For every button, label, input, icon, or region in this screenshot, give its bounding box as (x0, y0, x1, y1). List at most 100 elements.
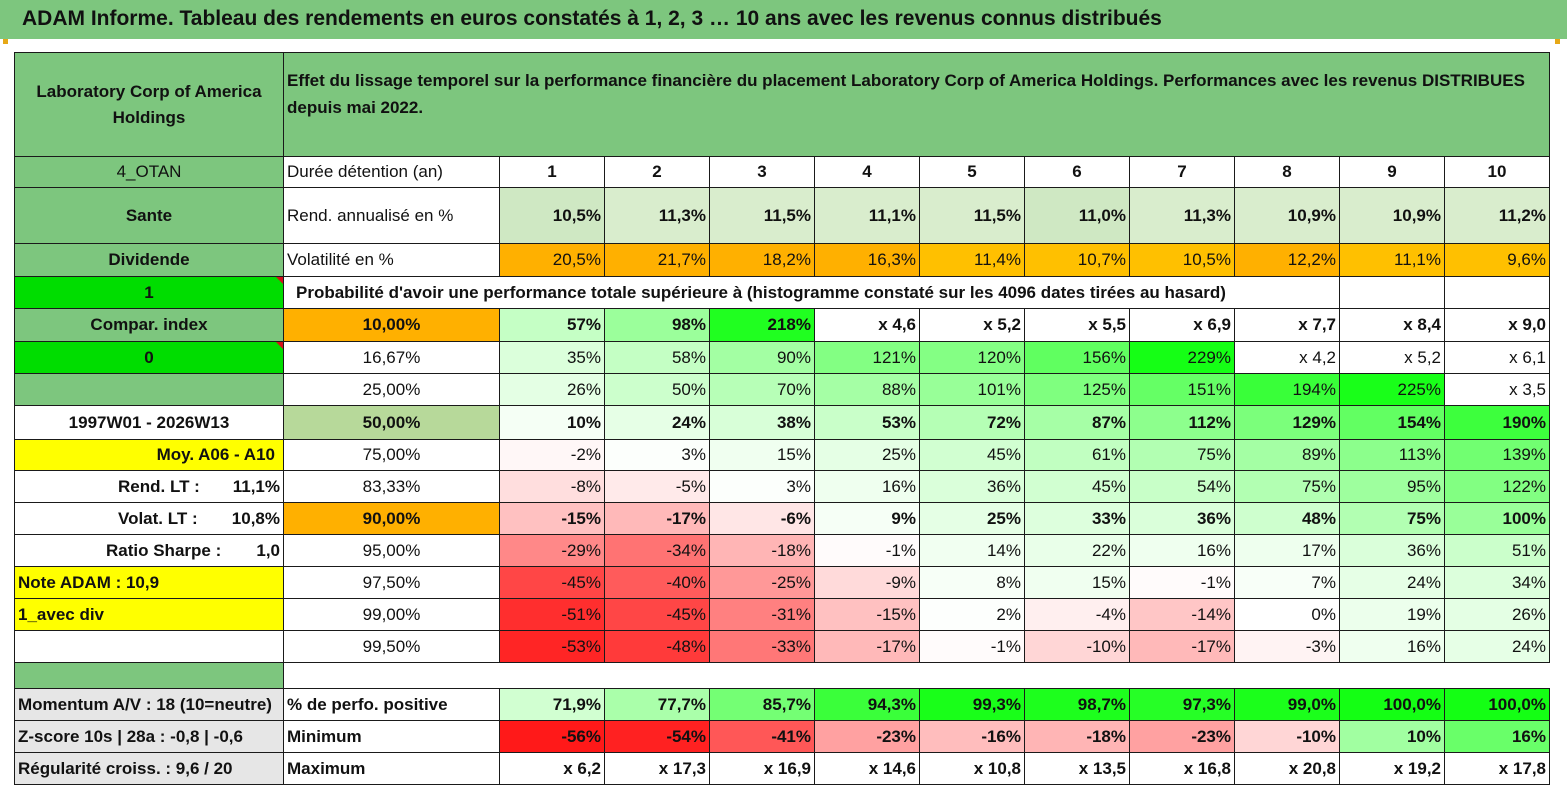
probability-cell: -10% (1024, 630, 1130, 663)
probability-cell: 89% (1234, 439, 1340, 471)
probability-cell: x 5,2 (1339, 341, 1445, 374)
probability-cell: x 8,4 (1339, 308, 1445, 342)
probability-cell: -15% (499, 502, 605, 535)
maximum-cell: x 17,8 (1444, 752, 1550, 785)
note-adam: Note ADAM : 10,9 (14, 566, 284, 599)
return-cell: 10,5% (499, 187, 605, 244)
probability-cell: 61% (1024, 439, 1130, 471)
probability-cell: 125% (1024, 373, 1130, 406)
probability-threshold: 25,00% (283, 373, 500, 406)
probability-label: Probabilité d'avoir une performance tota… (283, 276, 1340, 309)
minimum-cell: -16% (919, 720, 1025, 753)
probability-threshold: 75,00% (283, 439, 500, 471)
probability-cell: 194% (1234, 373, 1340, 406)
probability-cell: x 5,5 (1024, 308, 1130, 342)
minimum-cell: -10% (1234, 720, 1340, 753)
positive-cell: 98,7% (1024, 688, 1130, 721)
probability-cell: -17% (1129, 630, 1235, 663)
probability-cell: 101% (919, 373, 1025, 406)
probability-cell: 50% (604, 373, 710, 406)
probability-cell: 36% (1339, 534, 1445, 567)
probability-cell: 121% (814, 341, 920, 374)
year-header: 8 (1234, 156, 1340, 188)
probability-cell: -5% (604, 470, 710, 503)
title-bar: ADAM Informe. Tableau des rendements en … (0, 0, 1567, 39)
rend-lt-value: 11,1% (232, 476, 280, 496)
flag-one: 1 (14, 276, 284, 309)
probability-cell: 100% (1444, 502, 1550, 535)
probability-cell: 75% (1339, 502, 1445, 535)
probability-cell: x 4,6 (814, 308, 920, 342)
probability-cell: x 3,5 (1444, 373, 1550, 406)
probability-threshold: 95,00% (283, 534, 500, 567)
probability-cell: x 6,1 (1444, 341, 1550, 374)
year-header: 9 (1339, 156, 1445, 188)
maximum-cell: x 14,6 (814, 752, 920, 785)
avec-div-label: 1_avec div (14, 598, 284, 631)
probability-cell: 190% (1444, 405, 1550, 440)
return-cell: 10,9% (1339, 187, 1445, 244)
probability-cell: 9% (814, 502, 920, 535)
probability-cell: 75% (1234, 470, 1340, 503)
probability-cell: -17% (814, 630, 920, 663)
return-cell: 11,0% (1024, 187, 1130, 244)
volatility-cell: 10,5% (1129, 243, 1235, 277)
positive-cell: 97,3% (1129, 688, 1235, 721)
probability-cell: -4% (1024, 598, 1130, 631)
moy-label: Moy. A06 - A10 (14, 439, 284, 471)
probability-cell: 8% (919, 566, 1025, 599)
probability-threshold: 99,50% (283, 630, 500, 663)
probability-cell: 25% (814, 439, 920, 471)
probability-cell: 120% (919, 341, 1025, 374)
probability-cell: -25% (709, 566, 815, 599)
probability-threshold: 99,00% (283, 598, 500, 631)
positive-cell: 77,7% (604, 688, 710, 721)
maximum-label: Maximum (283, 752, 500, 785)
year-header: 3 (709, 156, 815, 188)
probability-cell: 19% (1339, 598, 1445, 631)
probability-cell: -34% (604, 534, 710, 567)
sharpe-value: 1,0 (256, 540, 280, 560)
volatility-cell: 11,4% (919, 243, 1025, 277)
probability-cell: 35% (499, 341, 605, 374)
probability-cell: 14% (919, 534, 1025, 567)
momentum-label: Momentum A/V : 18 (10=neutre) (14, 688, 284, 721)
probability-cell: 70% (709, 373, 815, 406)
probability-cell: -45% (499, 566, 605, 599)
regularite-label: Régularité croiss. : 9,6 / 20 (14, 752, 284, 785)
volatility-cell: 11,1% (1339, 243, 1445, 277)
probability-cell: 3% (709, 470, 815, 503)
probability-threshold: 90,00% (283, 502, 500, 535)
probability-cell: 2% (919, 598, 1025, 631)
rend-lt-label: Rend. LT : (118, 476, 200, 496)
probability-cell: x 4,2 (1234, 341, 1340, 374)
type-label: Dividende (14, 243, 284, 277)
probability-cell: -6% (709, 502, 815, 535)
probability-cell: -48% (604, 630, 710, 663)
maximum-cell: x 10,8 (919, 752, 1025, 785)
corner-marker (1555, 39, 1560, 44)
probability-cell: 45% (919, 439, 1025, 471)
volatility-label: Volatilité en % (283, 243, 500, 277)
probability-cell: 90% (709, 341, 815, 374)
minimum-cell: -54% (604, 720, 710, 753)
probability-cell: 95% (1339, 470, 1445, 503)
probability-cell: -33% (709, 630, 815, 663)
probability-cell: 154% (1339, 405, 1445, 440)
positive-label: % de perfo. positive (283, 688, 500, 721)
probability-cell: 45% (1024, 470, 1130, 503)
blank-green-cell (14, 373, 284, 406)
probability-cell: 26% (499, 373, 605, 406)
probability-threshold: 83,33% (283, 470, 500, 503)
minimum-cell: -23% (1129, 720, 1235, 753)
probability-cell: 139% (1444, 439, 1550, 471)
probability-cell: 75% (1129, 439, 1235, 471)
probability-cell: 16% (814, 470, 920, 503)
maximum-cell: x 17,3 (604, 752, 710, 785)
table-description: Effet du lissage temporel sur la perform… (283, 52, 1550, 157)
positive-cell: 100,0% (1339, 688, 1445, 721)
probability-cell: x 5,2 (919, 308, 1025, 342)
volat-lt-value: 10,8% (231, 508, 280, 528)
probability-cell: -1% (1129, 566, 1235, 599)
corner-marker (3, 39, 8, 44)
